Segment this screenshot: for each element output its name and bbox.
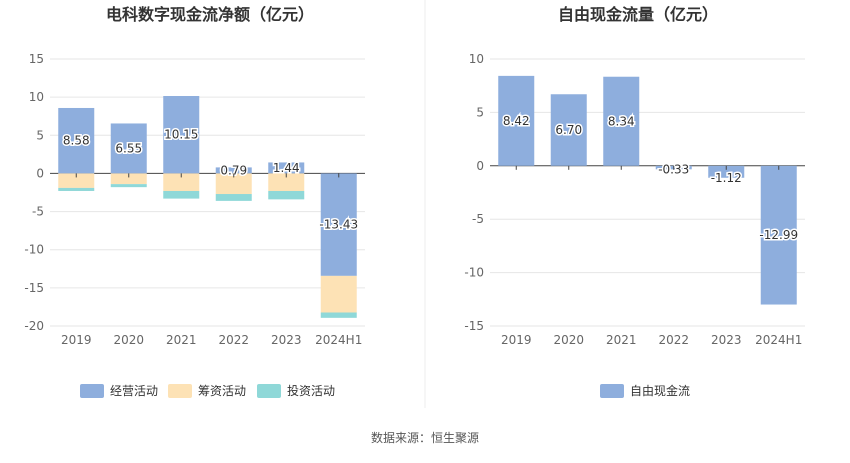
data-label: 1.44: [273, 161, 300, 175]
bar-自由现金流-2020: [550, 94, 587, 166]
data-label: 8.34: [608, 114, 635, 128]
legend-label: 投资活动: [287, 383, 335, 398]
x-tick-label: 2020: [553, 333, 584, 347]
y-tick-label: 15: [29, 52, 44, 66]
bar-筹资活动-2024H1: [320, 275, 357, 313]
y-tick-label: 5: [476, 105, 484, 119]
legend-swatch: [257, 384, 281, 398]
y-tick-label: -10: [24, 243, 44, 257]
bar-自由现金流-2024H1: [760, 165, 797, 305]
y-tick-label: -5: [32, 205, 44, 219]
bar-筹资活动-2023: [268, 173, 305, 191]
bar-自由现金流-2023: [708, 165, 745, 178]
data-label: 8.58: [63, 134, 90, 148]
data-label: 10.15: [164, 128, 198, 142]
x-tick-label: 2024H1: [755, 333, 802, 347]
y-tick-label: 10: [29, 90, 44, 104]
x-tick-label: 2023: [271, 333, 302, 347]
legend-swatch: [80, 384, 104, 398]
x-tick-label: 2021: [166, 333, 197, 347]
data-label: 6.55: [115, 141, 142, 155]
y-tick-label: -15: [24, 281, 44, 295]
bar-投资活动-2020: [110, 184, 147, 188]
bar-投资活动-2021: [163, 190, 200, 199]
chart-title: 电科数字现金流净额（亿元）: [106, 5, 314, 24]
y-tick-label: 0: [476, 159, 484, 173]
x-tick-label: 2024H1: [315, 333, 362, 347]
bar-自由现金流-2021: [603, 76, 640, 166]
chart-title: 自由现金流量（亿元）: [558, 5, 718, 24]
x-tick-label: 2022: [658, 333, 689, 347]
bar-投资活动-2023: [268, 190, 305, 200]
bar-经营活动-2021: [163, 95, 200, 174]
data-source: 数据来源：恒生聚源: [371, 430, 479, 445]
bar-经营活动-2023: [268, 162, 305, 174]
legend-swatch: [600, 384, 624, 398]
bar-筹资活动-2019: [58, 173, 95, 188]
bar-经营活动-2022: [215, 167, 252, 174]
data-label: 8.42: [503, 114, 530, 128]
bar-经营活动-2024H1: [320, 173, 357, 276]
y-tick-label: -15: [464, 319, 484, 333]
data-label: 6.70: [555, 123, 582, 137]
y-tick-label: -10: [464, 266, 484, 280]
bar-经营活动-2020: [110, 123, 147, 174]
bar-自由现金流-2019: [498, 75, 535, 166]
bar-投资活动-2019: [58, 187, 95, 191]
x-tick-label: 2020: [113, 333, 144, 347]
data-label: -13.43: [319, 218, 358, 232]
x-tick-label: 2019: [61, 333, 92, 347]
x-tick-label: 2022: [218, 333, 249, 347]
data-label: 0.79: [220, 163, 247, 177]
y-tick-label: 0: [36, 166, 44, 180]
bar-投资活动-2022: [215, 194, 252, 201]
bar-投资活动-2024H1: [320, 312, 357, 318]
legend-label: 经营活动: [110, 384, 158, 398]
data-label: -1.12: [711, 171, 742, 185]
x-tick-label: 2019: [501, 333, 532, 347]
bar-经营活动-2019: [58, 107, 95, 174]
x-tick-label: 2023: [711, 333, 742, 347]
y-tick-label: -20: [24, 319, 44, 333]
legend-label: 筹资活动: [198, 384, 246, 398]
bar-筹资活动-2022: [215, 173, 252, 195]
y-tick-label: 5: [36, 128, 44, 142]
x-tick-label: 2021: [606, 333, 637, 347]
data-label: -12.99: [759, 228, 798, 242]
y-tick-label: -5: [472, 212, 484, 226]
legend-label: 自由现金流: [630, 383, 690, 398]
bar-筹资活动-2020: [110, 173, 147, 185]
bar-筹资活动-2021: [163, 173, 200, 191]
legend-swatch: [168, 384, 192, 398]
y-tick-label: 10: [469, 52, 484, 66]
